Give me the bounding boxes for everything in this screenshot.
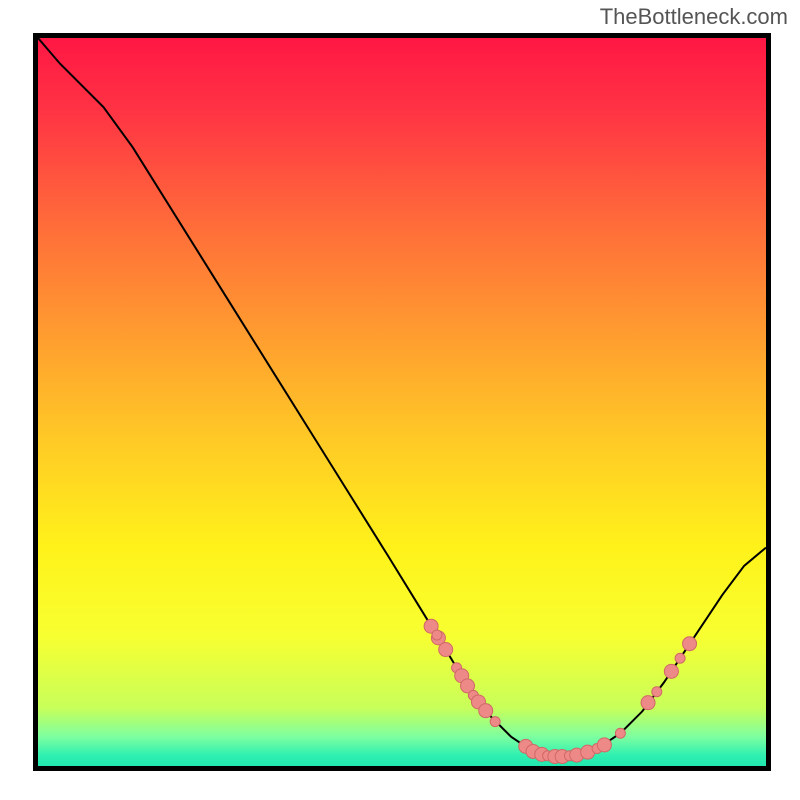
data-marker <box>675 653 685 663</box>
data-marker <box>683 637 697 651</box>
data-marker <box>615 728 625 738</box>
data-marker <box>490 717 500 727</box>
chart-frame <box>33 33 771 771</box>
data-marker <box>664 664 678 678</box>
data-marker <box>432 630 442 640</box>
bottleneck-curve-chart <box>38 38 766 766</box>
chart-container: TheBottleneck.com <box>0 0 800 800</box>
data-marker <box>439 643 453 657</box>
data-marker <box>479 704 493 718</box>
gradient-background <box>38 38 766 766</box>
watermark-text: TheBottleneck.com <box>600 4 788 30</box>
data-marker <box>641 696 655 710</box>
data-marker <box>597 738 611 752</box>
data-marker <box>652 687 662 697</box>
